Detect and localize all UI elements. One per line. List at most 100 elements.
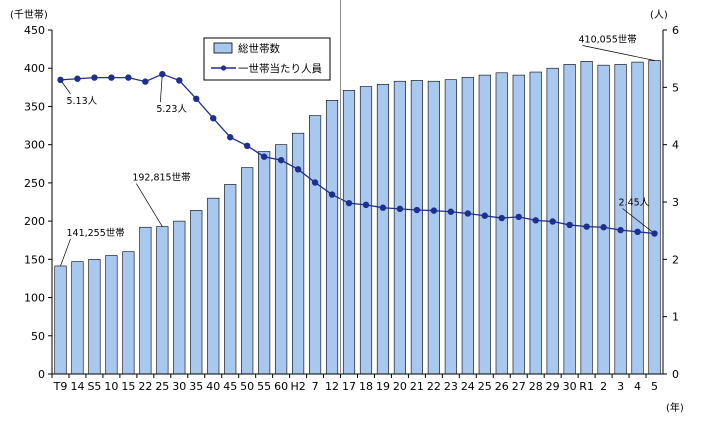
- line-point-7: [176, 77, 183, 84]
- right-tick-label-1: 1: [672, 311, 679, 324]
- left-tick-label-450: 450: [24, 24, 45, 37]
- x-tick-label-15: 7: [312, 380, 319, 393]
- left-tick-label-400: 400: [24, 62, 45, 75]
- right-tick-label-6: 6: [672, 24, 679, 37]
- line-point-5: [142, 78, 149, 85]
- left-tick-label-0: 0: [38, 368, 45, 381]
- annotation-leader-5: [622, 208, 655, 234]
- line-point-34: [634, 228, 641, 236]
- x-tick-label-16: 12: [325, 380, 339, 393]
- line-point-23: [447, 208, 455, 215]
- bar-5: [139, 226, 152, 375]
- x-tick-label-35: 5: [651, 380, 658, 393]
- bar-35: [648, 60, 661, 375]
- annotation-label-1: 192,815世帯: [132, 172, 191, 184]
- bar-15: [308, 115, 322, 375]
- x-tick-label-27: 27: [512, 380, 526, 393]
- legend-line-label: 一世帯当たり人員: [238, 62, 322, 75]
- line-point-21: [413, 206, 421, 214]
- left-tick-label-50: 50: [31, 330, 45, 343]
- bar-25: [478, 74, 491, 375]
- annotation-leader-0: [60, 238, 71, 267]
- line-point-26: [498, 214, 505, 222]
- line-point-11: [243, 142, 251, 150]
- x-tick-label-2: S5: [87, 380, 101, 393]
- x-tick-label-1: 14: [70, 380, 84, 393]
- bar-20: [393, 80, 407, 375]
- x-tick-label-23: 23: [444, 380, 458, 393]
- x-tick-label-22: 22: [427, 380, 441, 393]
- line-series-group: [57, 70, 658, 237]
- bar-7: [173, 220, 186, 375]
- left-tick-label-100: 100: [24, 292, 45, 305]
- line-point-13: [277, 156, 285, 164]
- legend-bar-swatch: [213, 42, 233, 54]
- axes-group: [48, 0, 667, 378]
- line-point-25: [481, 212, 488, 219]
- legend: 総世帯数 一世帯当たり人員: [203, 37, 331, 81]
- x-tick-label-21: 21: [410, 380, 424, 393]
- annotation-label-3: 5.13人: [66, 96, 97, 107]
- line-point-8: [193, 95, 200, 103]
- line-point-18: [362, 201, 370, 209]
- line-point-10: [227, 134, 234, 141]
- bar-8: [190, 210, 203, 375]
- line-point-9: [210, 115, 217, 122]
- bar-31: [580, 61, 593, 375]
- line-point-14: [294, 166, 302, 173]
- bar-0: [54, 265, 67, 375]
- x-tick-label-32: 2: [600, 380, 607, 393]
- bar-18: [359, 86, 373, 375]
- annotation-label-0: 141,255世帯: [66, 227, 125, 239]
- x-tick-label-20: 20: [393, 380, 407, 393]
- x-tick-label-3: 10: [104, 380, 118, 393]
- bar-32: [597, 64, 610, 375]
- line-point-20: [396, 205, 404, 213]
- right-tick-label-5: 5: [672, 81, 679, 94]
- line-point-3: [108, 74, 115, 81]
- right-tick-label-4: 4: [672, 139, 679, 152]
- bar-23: [444, 79, 457, 375]
- line-point-2: [91, 74, 98, 81]
- line-point-0: [57, 76, 64, 84]
- bar-19: [376, 83, 390, 375]
- line-point-27: [515, 213, 522, 221]
- line-point-32: [600, 224, 607, 231]
- annotation-leader-2: [582, 45, 655, 61]
- bar-26: [495, 72, 508, 375]
- x-tick-label-17: 17: [342, 380, 356, 393]
- left-tick-label-350: 350: [24, 100, 45, 113]
- line-point-6: [159, 70, 166, 78]
- bar-30: [563, 64, 576, 375]
- left-tick-label-300: 300: [24, 139, 45, 152]
- x-tick-label-13: 60: [274, 380, 288, 393]
- bar-9: [207, 197, 220, 375]
- annotation-label-5: 2.45人: [619, 198, 650, 209]
- x-tick-label-30: 30: [563, 380, 577, 393]
- x-tick-label-6: 25: [155, 380, 169, 393]
- x-tick-label-11: 50: [240, 380, 254, 393]
- x-tick-label-24: 24: [461, 380, 475, 393]
- line-point-28: [532, 217, 539, 224]
- bar-34: [631, 61, 644, 375]
- right-tick-label-2: 2: [672, 253, 679, 266]
- line-point-35: [651, 230, 658, 237]
- x-tick-label-5: 22: [138, 380, 152, 393]
- annotation-label-4: 5.23人: [156, 104, 187, 115]
- bar-2: [88, 259, 101, 375]
- x-tick-label-29: 29: [546, 380, 560, 393]
- right-tick-label-3: 3: [672, 196, 679, 209]
- x-tick-label-34: 4: [634, 380, 641, 393]
- line-point-22: [430, 207, 438, 214]
- bar-3: [105, 255, 118, 375]
- line-point-24: [464, 210, 472, 217]
- annotation-leaders: [60, 45, 655, 267]
- line-point-31: [583, 223, 590, 230]
- annotation-leader-4: [159, 74, 163, 103]
- bar-22: [427, 80, 440, 375]
- x-tick-label-7: 30: [172, 380, 186, 393]
- line-point-19: [379, 204, 387, 211]
- bar-24: [461, 77, 474, 375]
- right-tick-label-0: 0: [672, 368, 679, 381]
- x-tick-label-8: 35: [189, 380, 203, 393]
